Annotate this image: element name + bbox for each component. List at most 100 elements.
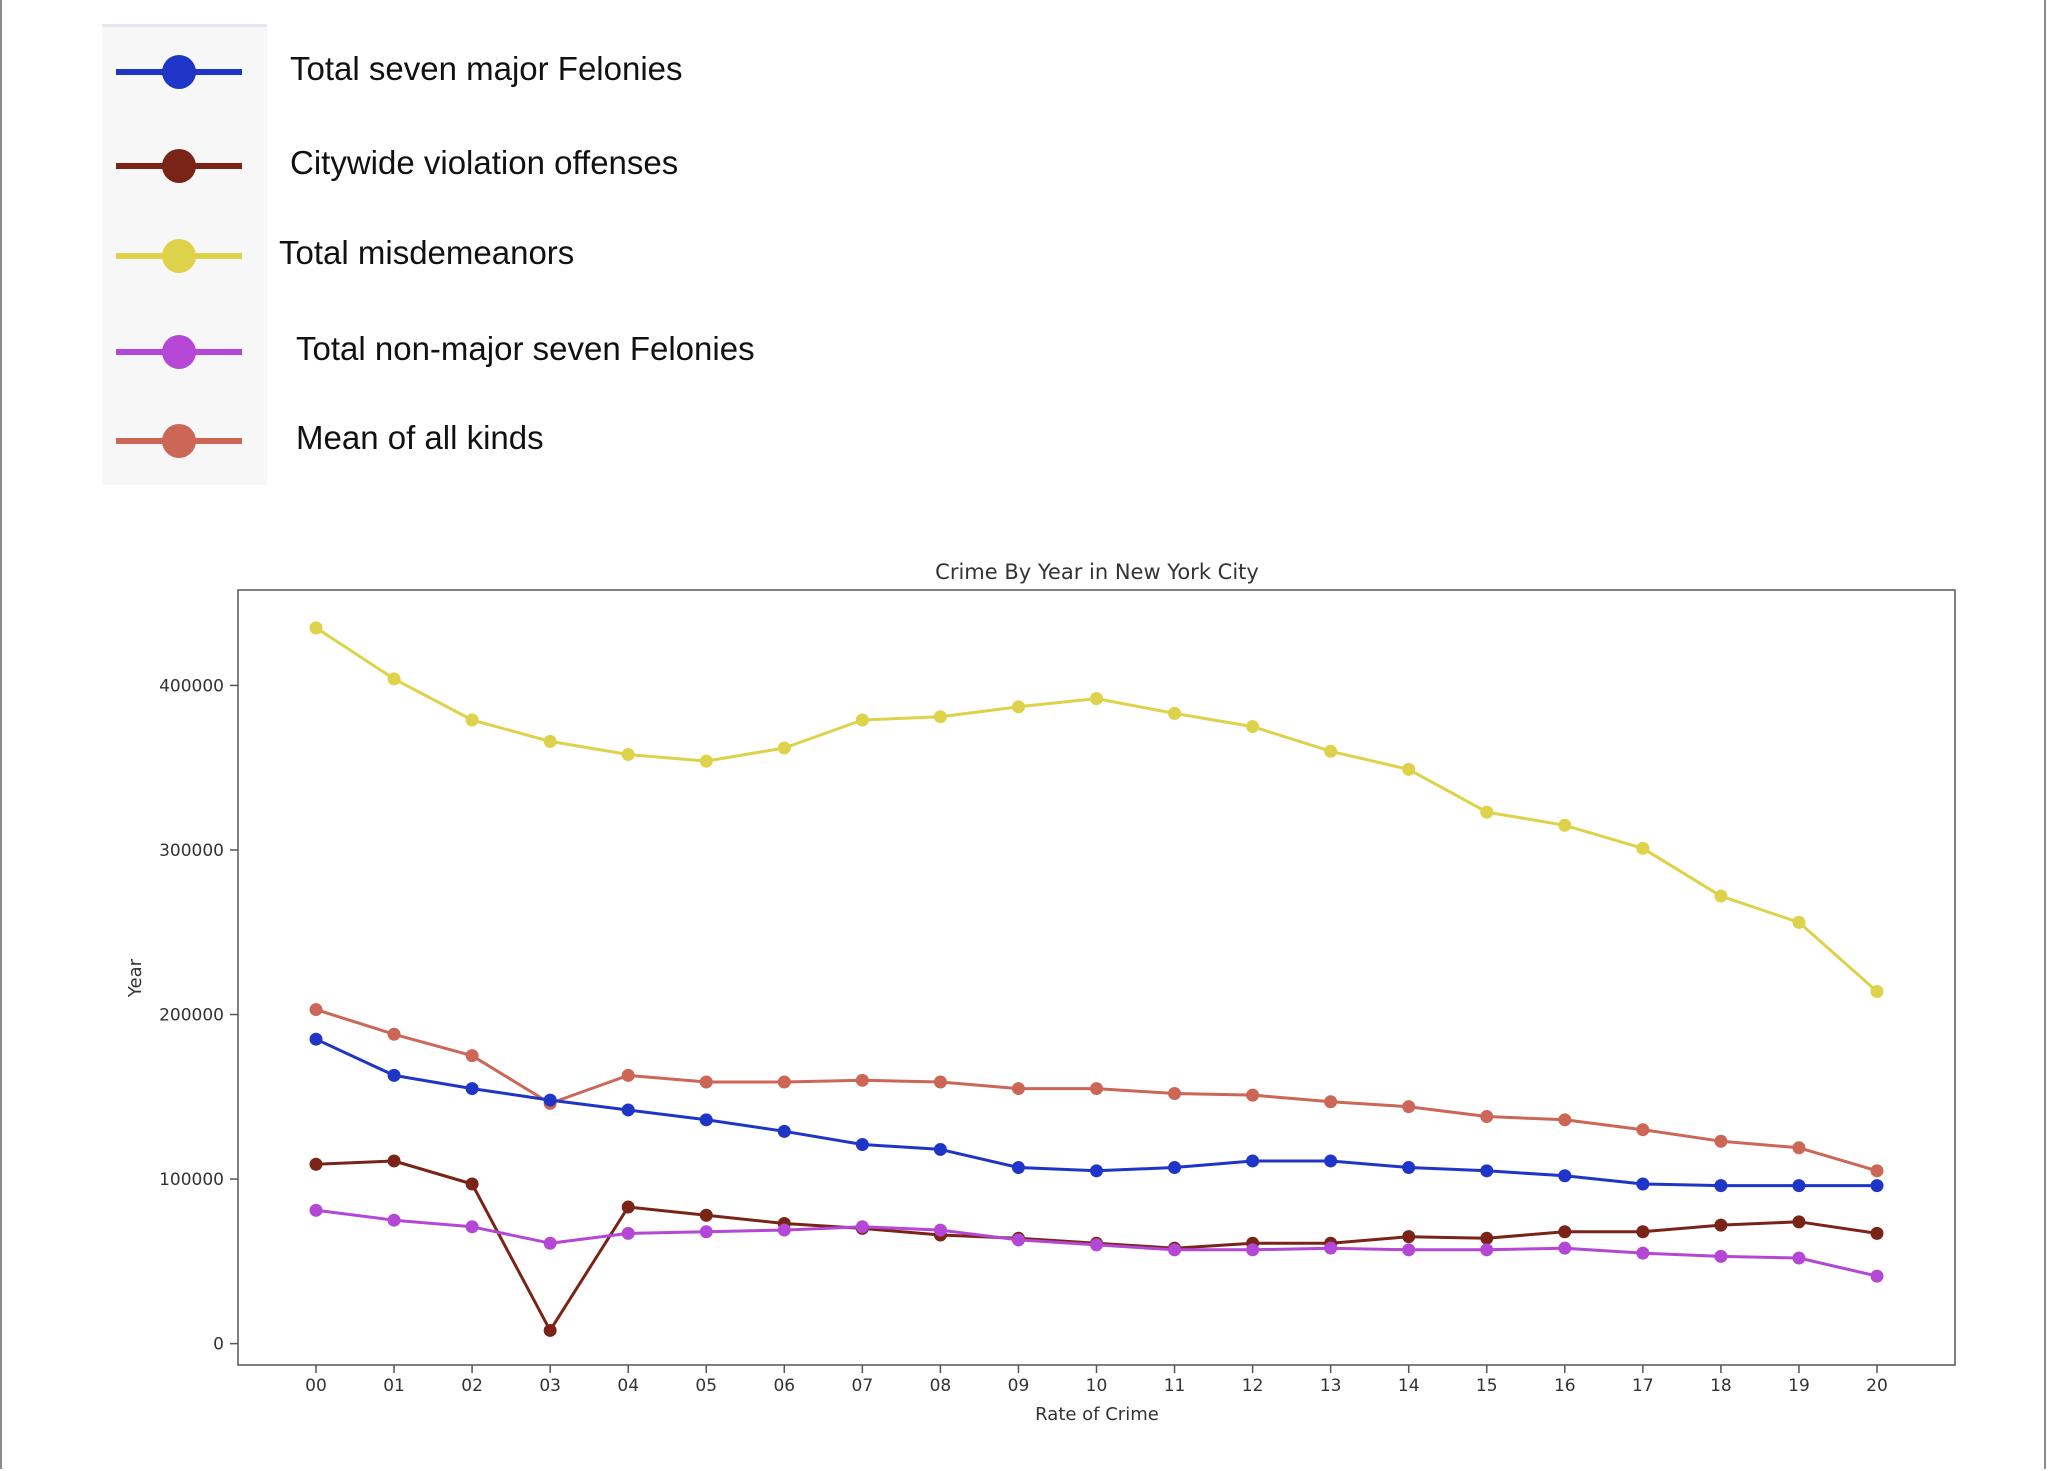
data-point xyxy=(543,1236,557,1250)
data-point xyxy=(1402,1243,1416,1257)
x-tick-label: 11 xyxy=(1164,1376,1186,1396)
data-point xyxy=(699,1208,713,1222)
x-tick-label: 12 xyxy=(1242,1376,1264,1396)
data-point xyxy=(1090,692,1103,706)
data-point xyxy=(1714,1249,1728,1263)
data-point xyxy=(1636,1123,1650,1137)
x-tick-label: 09 xyxy=(1008,1376,1030,1396)
data-point xyxy=(1480,1231,1494,1245)
data-point xyxy=(465,1049,479,1063)
y-axis: 0 100000 200000 300000 400000 xyxy=(159,676,238,1355)
data-point xyxy=(1011,1233,1025,1247)
data-point xyxy=(1870,1164,1884,1178)
data-point xyxy=(933,710,947,724)
data-point xyxy=(1011,1082,1025,1096)
data-point xyxy=(465,1220,479,1234)
x-tick-label: 06 xyxy=(773,1376,795,1396)
series-total-non-major-seven-felonies xyxy=(309,1203,1884,1283)
y-tick-label: 400000 xyxy=(159,676,224,696)
data-point xyxy=(777,1075,791,1089)
data-point xyxy=(855,1138,869,1152)
series-line xyxy=(315,626,1878,993)
x-axis: 00 01 02 03 04 05 06 07 08 09 10 11 12 13 14 15 16 17 18 19… xyxy=(305,1365,1888,1396)
x-tick-label: 19 xyxy=(1788,1376,1810,1396)
data-point xyxy=(1480,805,1494,819)
data-point xyxy=(543,1093,557,1107)
data-point xyxy=(933,1223,947,1237)
data-point xyxy=(1714,1218,1728,1232)
data-point xyxy=(1792,915,1806,929)
data-point xyxy=(1168,1161,1182,1175)
data-point xyxy=(621,1200,635,1214)
data-point xyxy=(387,1213,401,1227)
series-mean-of-all-kinds xyxy=(309,1003,1884,1178)
legend-label: Citywide violation offenses xyxy=(290,144,679,181)
data-point xyxy=(1792,1215,1806,1229)
data-point xyxy=(387,1068,401,1082)
data-point xyxy=(543,1323,557,1337)
x-tick-label: 20 xyxy=(1866,1376,1888,1396)
data-point xyxy=(1246,1243,1260,1257)
x-tick-label: 10 xyxy=(1086,1376,1108,1396)
data-point xyxy=(1246,1088,1260,1102)
purple-line-marker-icon xyxy=(116,335,242,369)
data-point xyxy=(1558,1241,1572,1255)
data-point xyxy=(1558,818,1572,832)
data-point xyxy=(1324,1095,1338,1109)
data-point xyxy=(1324,744,1338,758)
data-point xyxy=(1558,1113,1572,1127)
data-point xyxy=(1324,1154,1338,1168)
data-point xyxy=(543,734,557,748)
series-layer xyxy=(309,621,1884,1337)
data-point xyxy=(933,1075,947,1089)
series-total-misdemeanors xyxy=(309,621,1884,998)
data-point xyxy=(1870,984,1884,998)
data-point xyxy=(1402,1161,1416,1175)
x-tick-label: 04 xyxy=(617,1376,639,1396)
x-tick-label: 18 xyxy=(1710,1376,1732,1396)
y-tick-label: 300000 xyxy=(159,841,224,861)
data-point xyxy=(1792,1251,1806,1265)
data-point xyxy=(465,1082,479,1096)
data-point xyxy=(1090,1238,1103,1252)
data-point xyxy=(1402,762,1416,776)
data-point xyxy=(1792,1179,1806,1193)
data-point xyxy=(1011,700,1025,714)
y-tick-label: 200000 xyxy=(159,1006,224,1026)
data-point xyxy=(1636,1225,1650,1239)
data-point xyxy=(465,1177,479,1191)
data-point xyxy=(777,741,791,755)
data-point xyxy=(621,1226,635,1240)
data-point xyxy=(1480,1243,1494,1257)
data-point xyxy=(309,1032,323,1046)
x-tick-label: 01 xyxy=(383,1376,405,1396)
y-tick-label: 0 xyxy=(213,1335,224,1355)
data-point xyxy=(777,1124,791,1138)
data-point xyxy=(1714,889,1728,903)
data-point xyxy=(1870,1269,1884,1283)
data-point xyxy=(1636,841,1650,855)
data-point xyxy=(1558,1169,1572,1183)
x-tick-label: 15 xyxy=(1476,1376,1498,1396)
y-tick-label: 100000 xyxy=(159,1170,224,1190)
data-point xyxy=(621,1103,635,1117)
data-point xyxy=(699,1113,713,1127)
x-axis-label: Rate of Crime xyxy=(1035,1404,1159,1425)
legend-label: Mean of all kinds xyxy=(296,419,544,456)
y-axis-label: Year xyxy=(125,958,146,998)
series-line xyxy=(315,1037,1877,1188)
x-tick-label: 13 xyxy=(1320,1376,1342,1396)
data-point xyxy=(1870,1179,1884,1193)
data-point xyxy=(855,1073,869,1087)
data-point xyxy=(1480,1110,1494,1124)
data-point xyxy=(309,1157,323,1171)
yellow-line-marker-icon xyxy=(116,239,242,273)
maroon-line-marker-icon xyxy=(116,149,242,183)
data-point xyxy=(387,672,401,686)
x-tick-label: 14 xyxy=(1398,1376,1420,1396)
data-point xyxy=(1168,1087,1182,1101)
data-point xyxy=(621,748,635,762)
legend-entry-non-major-felonies: Total non-major seven Felonies xyxy=(102,310,822,390)
